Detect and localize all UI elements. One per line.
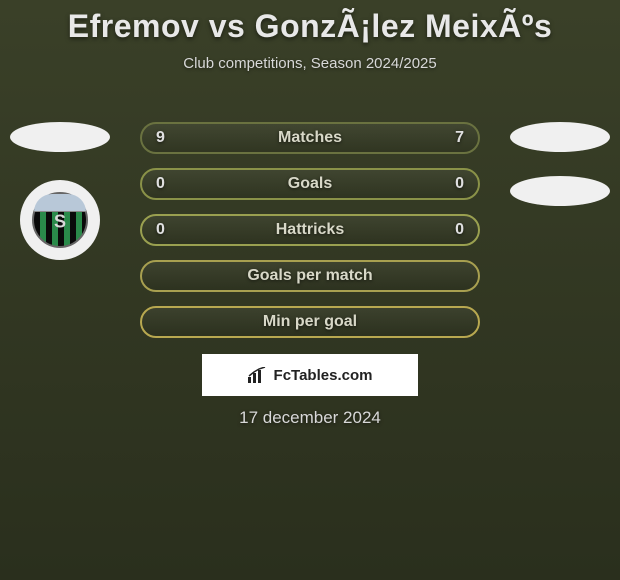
stat-left-value: 0 bbox=[156, 175, 165, 193]
subtitle: Club competitions, Season 2024/2025 bbox=[0, 55, 620, 72]
stat-bar-goals-per-match: Goals per match bbox=[140, 260, 480, 292]
stat-right-value: 0 bbox=[455, 175, 464, 193]
watermark-label: FcTables.com bbox=[274, 367, 373, 384]
player-badge-right-2 bbox=[510, 176, 610, 206]
stat-left-value: 9 bbox=[156, 129, 165, 147]
stat-bar-goals: 0 Goals 0 bbox=[140, 168, 480, 200]
stat-right-value: 0 bbox=[455, 221, 464, 239]
stat-label: Goals per match bbox=[247, 267, 372, 285]
stat-label: Matches bbox=[278, 129, 342, 147]
stat-bar-hattricks: 0 Hattricks 0 bbox=[140, 214, 480, 246]
player-badge-left bbox=[10, 122, 110, 152]
stat-label: Min per goal bbox=[263, 313, 357, 331]
page-title: Efremov vs GonzÃ¡lez MeixÃºs bbox=[0, 0, 620, 45]
club-crest: S bbox=[32, 192, 88, 248]
watermark: FcTables.com bbox=[202, 354, 418, 396]
stat-label: Hattricks bbox=[276, 221, 344, 239]
club-badge: S bbox=[20, 180, 100, 260]
stat-bar-matches: 9 Matches 7 bbox=[140, 122, 480, 154]
stat-right-value: 7 bbox=[455, 129, 464, 147]
chart-icon bbox=[248, 367, 268, 383]
date-label: 17 december 2024 bbox=[0, 408, 620, 428]
stat-left-value: 0 bbox=[156, 221, 165, 239]
stat-bars: 9 Matches 7 0 Goals 0 0 Hattricks 0 Goal… bbox=[140, 122, 480, 352]
player-badge-right-1 bbox=[510, 122, 610, 152]
stat-label: Goals bbox=[288, 175, 332, 193]
stat-bar-min-per-goal: Min per goal bbox=[140, 306, 480, 338]
